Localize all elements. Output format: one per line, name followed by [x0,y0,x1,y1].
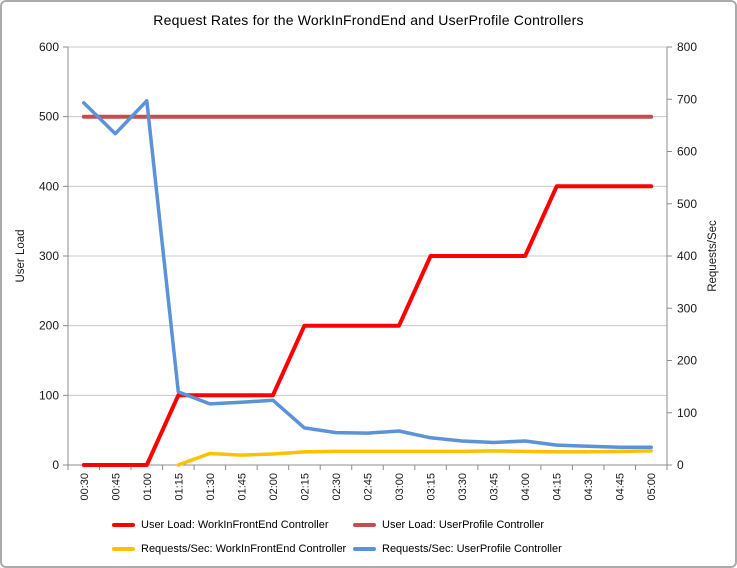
x-axis-tick-label: 01:15 [173,473,185,501]
x-axis-tick-label: 01:30 [205,473,217,501]
chart-title: Request Rates for the WorkInFrondEnd and… [153,12,584,28]
x-axis-tick-label: 01:00 [142,473,154,501]
legend-line-marker [112,523,135,527]
y-axis-left-tick-label: 400 [39,179,59,193]
y-axis-right-tick-label: 800 [677,40,697,54]
y-axis-right-tick-label: 200 [677,354,697,368]
chart-plot-area: 600 500 400 300 200 100 0 800 700 600 500 400 300 200… [15,40,719,501]
x-axis-tick-label: 02:45 [363,473,375,501]
y-axis-right-tick-label: 300 [677,301,697,315]
x-axis-tick-label: 04:15 [552,473,564,501]
y-axis-left-tick-label: 200 [39,319,59,333]
legend-item-user-load-userprofile-controller: User Load: UserProfile Controller [353,518,544,532]
y-axis-right-tick-label: 400 [677,249,697,263]
y-axis-right-tick-label: 600 [677,145,697,159]
y-axis-left-tick-label: 300 [39,249,59,263]
x-axis-tick-label: 00:30 [79,473,91,501]
y-axis-left-tick-label: 600 [39,40,59,54]
x-axis-tick-label: 04:45 [615,473,627,501]
legend-item-user-load-workinfrontend-controller: User Load: WorkInFrontEnd Controller [112,518,329,532]
y-axis-right-tick-label: 0 [677,458,684,472]
x-axis-tick-label: 02:15 [299,473,311,501]
legend-line-marker [353,547,376,551]
x-axis-tick-label: 04:30 [583,473,595,501]
x-axis-tick-label: 03:45 [489,473,501,501]
x-axis-tick-label: 05:00 [646,473,658,501]
y-axis-left-tick-label: 100 [39,388,59,402]
x-axis-tick-label: 03:15 [426,473,438,501]
series-line-user-load-workinfrontend-controller [81,184,654,467]
legend-item-requests-sec-userprofile-controller: Requests/Sec: UserProfile Controller [353,542,562,556]
legend-line-marker [112,547,135,551]
legend-line-marker [353,523,376,527]
x-axis-tick-label: 02:00 [268,473,280,501]
y-axis-left-tick-label: 0 [52,458,59,472]
legend-label: Requests/Sec: WorkInFrontEnd Controller [141,543,347,555]
x-axis-tick-label: 04:00 [520,473,532,501]
x-axis-tick-label: 03:00 [394,473,406,501]
legend-label: User Load: UserProfile Controller [382,519,545,531]
y-axis-right-tick-label: 100 [677,406,697,420]
y-axis-left-tick-label: 500 [39,110,59,124]
legend-label: Requests/Sec: UserProfile Controller [382,543,562,555]
y-axis-right-title: Requests/Sec [707,220,719,292]
y-axis-left-title: User Load [15,229,27,282]
series-line-requests-sec-workinfrontend-controller [176,449,653,467]
series-line-requests-sec-userprofile-controller [82,99,653,449]
legend-label: User Load: WorkInFrontEnd Controller [141,519,329,531]
y-axis-right-tick-label: 500 [677,197,697,211]
x-axis-tick-label: 02:30 [331,473,343,501]
legend-item-requests-sec-workinfrontend-controller: Requests/Sec: WorkInFrontEnd Controller [112,542,346,556]
x-axis-tick-label: 01:45 [236,473,248,501]
x-axis-tick-label: 03:30 [457,473,469,501]
y-axis-right-tick-label: 700 [677,92,697,106]
x-axis-tick-label: 00:45 [110,473,122,501]
